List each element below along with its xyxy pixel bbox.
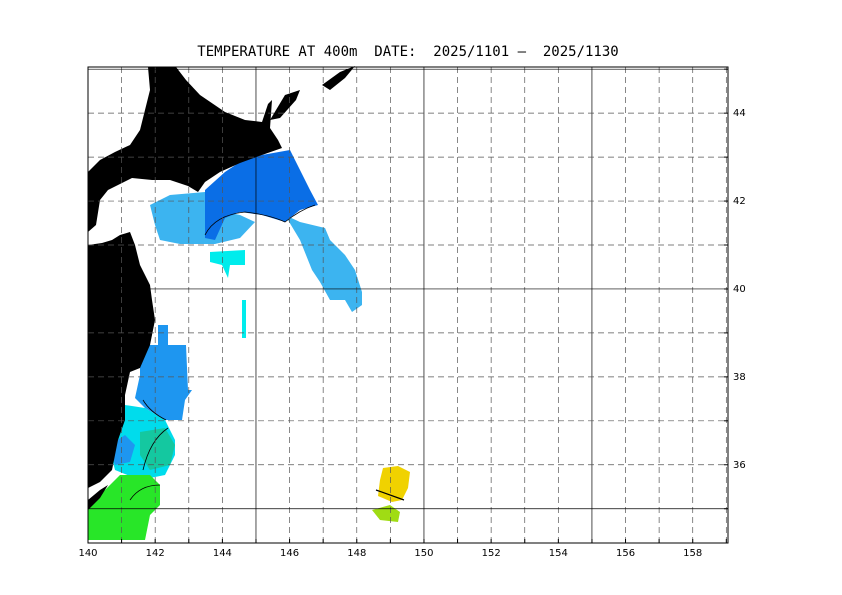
x-tick-label: 150 bbox=[414, 548, 433, 559]
plot-frame bbox=[87, 66, 729, 544]
y-tick-label: 36 bbox=[733, 460, 746, 471]
x-tick-label: 148 bbox=[347, 548, 366, 559]
x-tick-label: 152 bbox=[482, 548, 501, 559]
x-tick-label: 158 bbox=[683, 548, 702, 559]
x-tick-label: 146 bbox=[280, 548, 299, 559]
y-tick-label: 42 bbox=[733, 196, 746, 207]
y-tick-label: 38 bbox=[733, 372, 746, 383]
grid bbox=[87, 67, 728, 543]
x-tick-label: 142 bbox=[146, 548, 165, 559]
x-tick-label: 156 bbox=[616, 548, 635, 559]
x-tick-label: 144 bbox=[213, 548, 232, 559]
chart-title: TEMPERATURE AT 400m DATE: 2025/1101 – 20… bbox=[197, 44, 618, 60]
x-tick-label: 140 bbox=[78, 548, 97, 559]
x-tick-label: 154 bbox=[549, 548, 568, 559]
plot-area bbox=[88, 66, 410, 540]
y-tick-label: 44 bbox=[733, 108, 746, 119]
y-tick-label: 40 bbox=[733, 284, 746, 295]
